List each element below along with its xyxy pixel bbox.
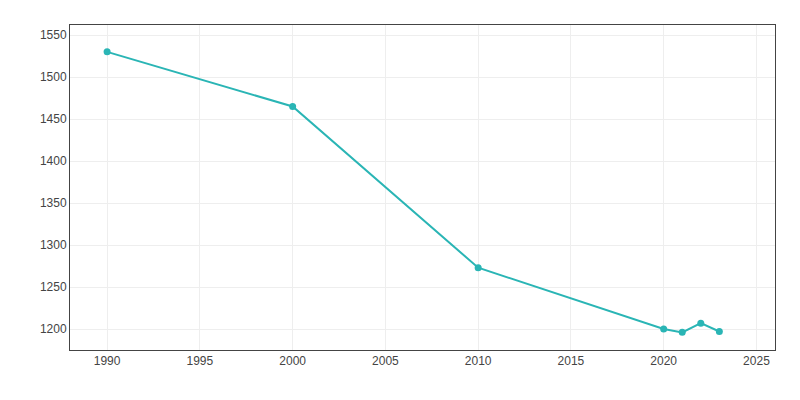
- svg-text:2020: 2020: [650, 354, 677, 368]
- svg-text:1990: 1990: [94, 354, 121, 368]
- svg-text:1995: 1995: [187, 354, 214, 368]
- svg-text:1200: 1200: [40, 322, 67, 336]
- svg-text:1400: 1400: [40, 154, 67, 168]
- svg-text:2005: 2005: [372, 354, 399, 368]
- svg-text:1250: 1250: [40, 280, 67, 294]
- svg-text:1350: 1350: [40, 196, 67, 210]
- svg-text:2000: 2000: [279, 354, 306, 368]
- svg-text:1500: 1500: [40, 70, 67, 84]
- svg-text:2025: 2025: [743, 354, 770, 368]
- svg-text:1450: 1450: [40, 112, 67, 126]
- svg-text:1300: 1300: [40, 238, 67, 252]
- svg-text:1550: 1550: [40, 28, 67, 42]
- svg-text:2010: 2010: [465, 354, 492, 368]
- svg-text:2015: 2015: [558, 354, 585, 368]
